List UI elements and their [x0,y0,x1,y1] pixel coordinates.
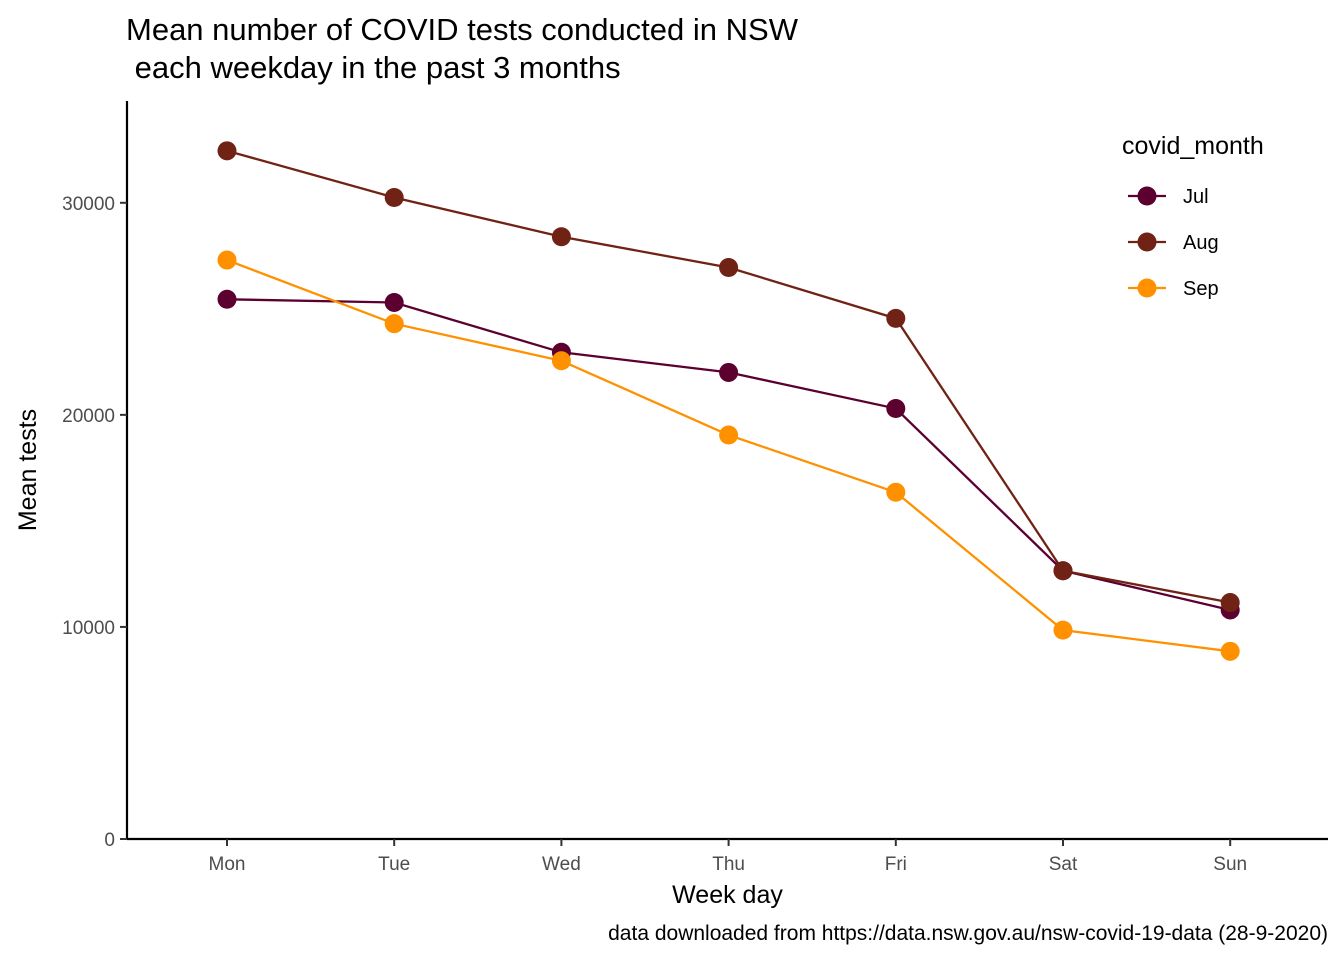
series-line-sep [226,259,1231,653]
data-point-aug [719,257,739,277]
data-point-sep [217,250,237,270]
data-point-sep [1220,641,1240,661]
x-tick-label: Tue [378,854,410,875]
x-tick-label: Wed [542,854,581,875]
legend-label: Sep [1183,278,1219,300]
data-point-sep [384,314,404,334]
y-tick-label: 10000 [62,618,115,639]
x-tick-label: Sat [1049,854,1078,875]
y-tick-label: 20000 [62,406,115,427]
chart-title-line-2: each weekday in the past 3 months [126,50,621,85]
legend-title: covid_month [1122,132,1264,160]
data-point-jul [719,362,739,382]
legend-item-jul: Jul [1128,186,1209,208]
x-axis-title: Week day [672,881,783,909]
legend-item-aug: Aug [1128,232,1219,254]
data-point-jul [886,399,906,418]
data-point-aug [886,308,906,328]
x-tick-label: Fri [885,854,907,875]
legend-label: Jul [1183,186,1209,208]
data-point-sep [886,482,906,502]
data-point-aug [1220,593,1240,613]
data-point-aug [551,227,571,247]
y-axis-title: Mean tests [14,409,42,531]
data-point-aug [217,141,237,161]
data-point-jul [217,289,237,309]
chart-title-line-1: Mean number of COVID tests conducted in … [126,12,798,47]
series-line-jul [226,298,1231,612]
data-point-aug [384,187,404,207]
data-point-aug [1053,561,1073,581]
data-point-jul [384,292,404,312]
x-tick-label: Mon [209,854,246,875]
data-point-sep [551,351,571,371]
legend-key-point [1137,186,1157,206]
legend-label: Aug [1183,232,1219,254]
chart-caption: data downloaded from https://data.nsw.go… [608,922,1328,945]
legend-key-point [1137,278,1157,298]
x-tick-label: Sun [1213,854,1247,875]
data-point-sep [1053,620,1073,640]
legend-item-sep: Sep [1128,278,1219,300]
y-tick-label: 0 [104,830,115,851]
y-tick-label: 30000 [62,194,115,215]
legend-key-point [1137,232,1157,252]
data-point-sep [719,425,739,445]
x-tick-label: Thu [712,854,745,875]
